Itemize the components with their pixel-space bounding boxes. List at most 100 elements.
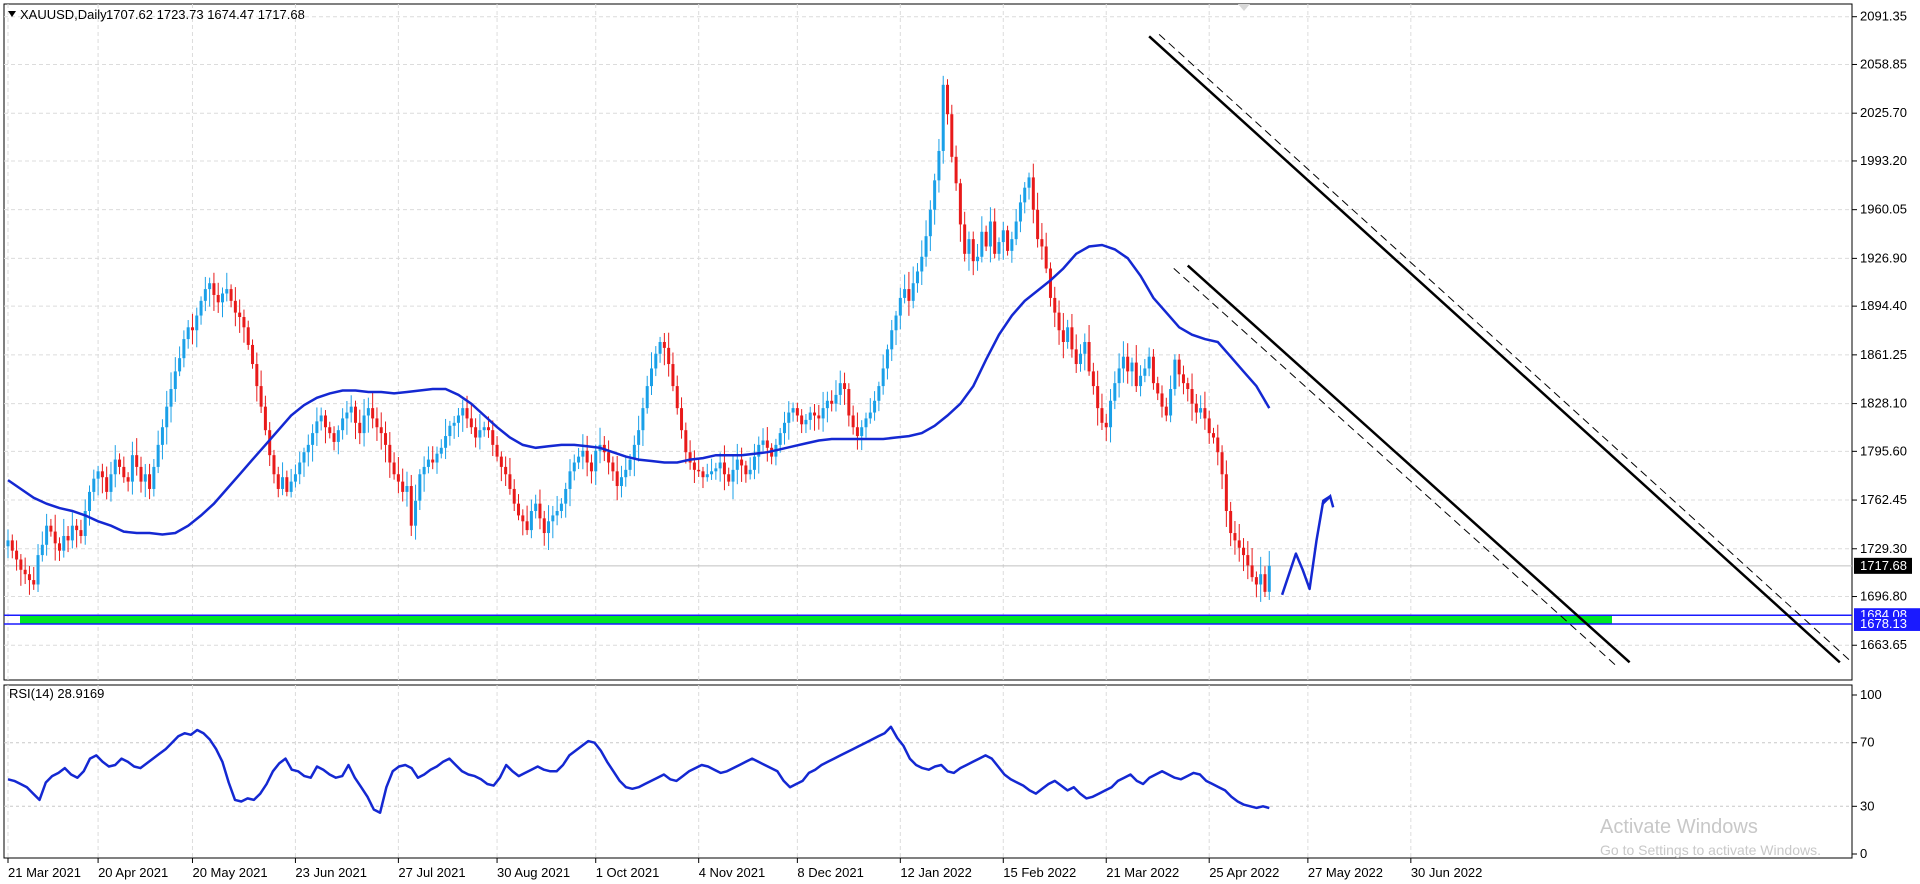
candle-bull	[654, 353, 658, 369]
x-tick-label: 30 Aug 2021	[497, 865, 570, 880]
candle-bear	[971, 239, 975, 262]
candle-bull	[877, 386, 881, 401]
candle-bull	[165, 406, 169, 428]
candle-bull	[551, 515, 555, 522]
candle-bull	[782, 422, 786, 434]
candle-bull	[173, 371, 177, 390]
candle-bull	[928, 209, 932, 237]
x-tick-label: 27 May 2022	[1308, 865, 1383, 880]
candle-bear	[1190, 389, 1194, 404]
candle-bear	[465, 408, 469, 419]
symbol-menu-icon[interactable]	[8, 11, 16, 17]
candle-bear	[238, 312, 242, 318]
candle-bull	[1147, 356, 1151, 369]
candle-bear	[100, 471, 104, 478]
candle-bear	[1211, 433, 1215, 438]
candle-bear	[79, 530, 83, 536]
price-panel: 2091.35 2058.85 2025.70 1993.20 1960.05 1926.…	[3, 3, 1920, 681]
candle-bull	[564, 488, 568, 504]
candle-bear	[1224, 474, 1228, 511]
x-tick-label: 1 Oct 2021	[596, 865, 660, 880]
candle-bull	[199, 300, 203, 316]
candle-bull	[1267, 565, 1271, 592]
candle-bear	[1216, 437, 1220, 453]
candle-bull	[83, 511, 87, 536]
candle-bull	[581, 450, 585, 457]
candle-bear	[504, 466, 508, 475]
candle-bear	[1104, 422, 1108, 428]
y-tick-label: 1993.20	[1860, 153, 1907, 168]
candle-bull	[195, 315, 199, 331]
candle-bull	[203, 289, 207, 301]
candle-bear	[697, 469, 701, 472]
candle-bull	[113, 459, 117, 475]
candle-bear	[611, 462, 615, 472]
watermark-subtitle: Go to Settings to activate Windows.	[1600, 842, 1821, 858]
candle-bull	[752, 456, 756, 470]
price-axis: 2091.35 2058.85 2025.70 1993.20 1960.05 1926.…	[1852, 9, 1920, 652]
candle-bull	[40, 544, 44, 556]
candle-bear	[49, 525, 53, 532]
candle-bull	[92, 478, 96, 492]
support-zone	[4, 614, 1852, 625]
candle-bear	[1177, 359, 1181, 375]
candle-bull	[547, 521, 551, 534]
candle-bull	[405, 486, 409, 492]
candle-bear	[1070, 327, 1074, 350]
candle-bull	[452, 422, 456, 426]
candle-bear	[958, 183, 962, 225]
candle-bull	[864, 418, 868, 428]
candle-bear	[118, 459, 122, 467]
candle-bull	[1117, 368, 1121, 384]
candle-bear	[1203, 408, 1207, 419]
candle-bull	[645, 386, 649, 409]
candle-bear	[474, 427, 478, 438]
candle-bull	[426, 459, 430, 467]
candle-bull	[941, 84, 945, 151]
candle-bear	[1254, 577, 1258, 585]
candle-bull	[1259, 574, 1263, 585]
candle-bull	[834, 394, 838, 404]
candle-bull	[650, 368, 653, 387]
candle-bear	[1031, 177, 1035, 210]
x-tick-label: 8 Dec 2021	[797, 865, 864, 880]
candle-bear	[830, 400, 834, 404]
candle-bull	[881, 368, 885, 387]
candle-bull	[808, 412, 812, 420]
candle-bull	[143, 474, 147, 482]
candle-bear	[122, 466, 126, 478]
candle-bull	[45, 525, 49, 545]
candle-bear	[607, 452, 611, 463]
rsi-tick-label: 70	[1860, 735, 1874, 750]
x-tick-label: 25 Apr 2022	[1209, 865, 1279, 880]
candle-bull	[109, 474, 113, 492]
candle-bear	[212, 283, 216, 295]
candle-bull	[319, 415, 323, 422]
projection-arrowhead	[1321, 493, 1335, 508]
candle-bear	[19, 559, 23, 570]
support-lower-label: 1678.13	[1860, 616, 1907, 631]
symbol-label: XAUUSD,Daily	[20, 7, 107, 22]
candle-bear	[276, 474, 280, 489]
candle-bear	[190, 327, 194, 331]
candle-bull	[1143, 368, 1147, 376]
candle-bull	[444, 436, 448, 448]
candle-bear	[954, 156, 958, 184]
candle-bear	[817, 415, 821, 419]
candle-bear	[1164, 406, 1168, 416]
candle-bear	[285, 477, 289, 492]
scroll-marker-icon[interactable]	[1238, 4, 1250, 11]
candle-bull	[997, 242, 1001, 254]
candle-bear	[684, 430, 688, 453]
candle-bear	[1134, 362, 1138, 387]
candle-bear	[1100, 408, 1104, 423]
candle-bear	[53, 531, 57, 544]
candle-bull	[1173, 359, 1177, 390]
candle-bear	[15, 550, 19, 560]
candle-bull	[349, 406, 353, 413]
candle-bear	[1181, 374, 1185, 384]
candle-bull	[6, 540, 10, 547]
candle-bull	[628, 459, 632, 470]
candle-bear	[263, 406, 267, 431]
rsi-label: RSI(14) 28.9169	[9, 686, 104, 701]
